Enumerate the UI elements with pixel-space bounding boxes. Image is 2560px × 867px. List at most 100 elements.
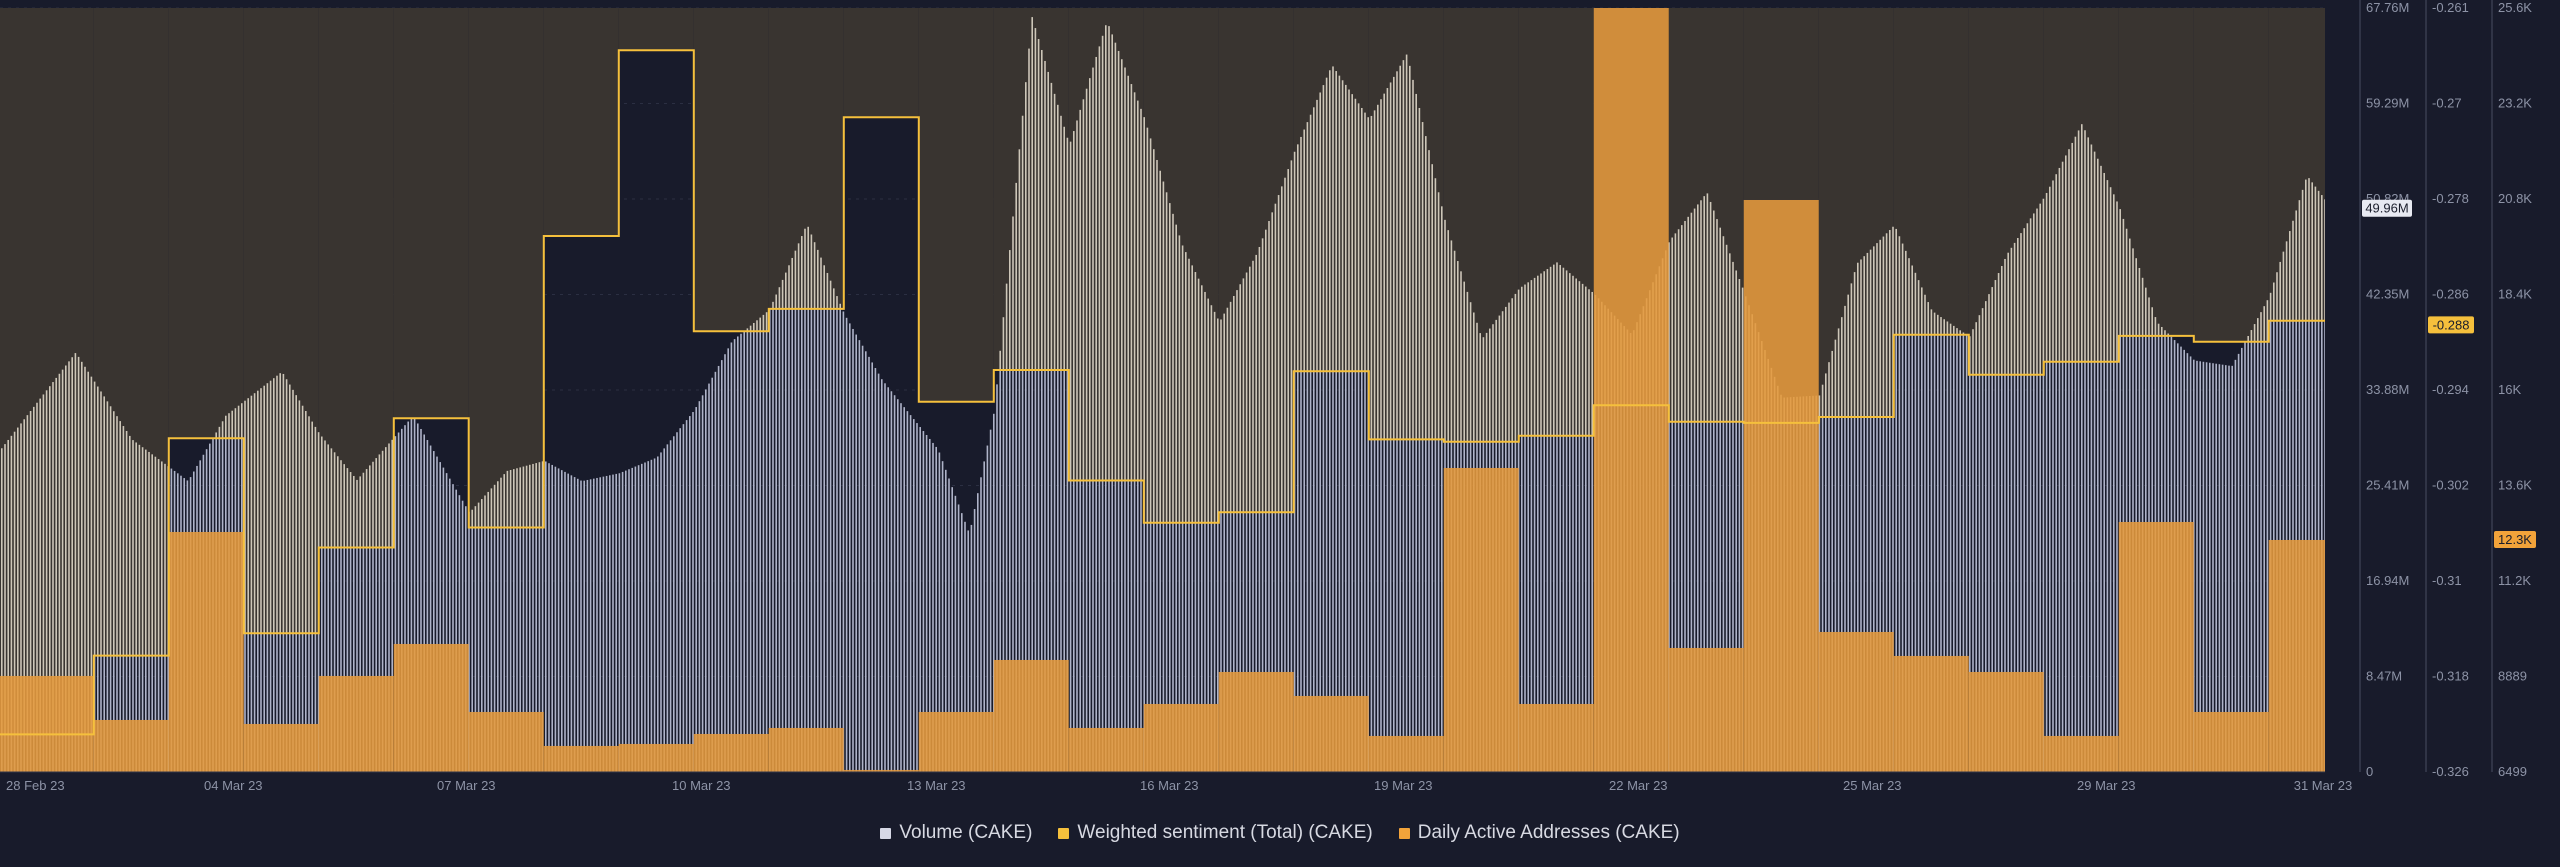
- volume-bar: [1082, 480, 1085, 772]
- volume-bar: [2010, 374, 2013, 772]
- volume-bar-upper: [1277, 195, 1280, 513]
- volume-bar-upper: [1537, 275, 1539, 436]
- volume-bar: [1389, 439, 1392, 772]
- volume-bar-upper: [1095, 56, 1097, 481]
- volume-bar: [1828, 417, 1830, 772]
- volume-bar: [2202, 361, 2205, 772]
- volume-bar-upper: [2289, 231, 2291, 321]
- volume-bar: [327, 547, 329, 772]
- x-tick-label: 25 Mar 23: [1843, 778, 1902, 793]
- volume-bar: [810, 308, 813, 772]
- volume-bar: [2081, 361, 2083, 772]
- volume-bar: [273, 633, 275, 772]
- volume-bar: [413, 418, 416, 772]
- volume-bar: [135, 655, 137, 772]
- volume-bar: [356, 547, 358, 772]
- volume-bar: [951, 487, 953, 772]
- volume-bar-upper: [369, 465, 371, 548]
- volume-bar-upper: [1949, 323, 1952, 335]
- volume-bar: [705, 389, 707, 772]
- volume-bar: [404, 425, 406, 772]
- volume-bar: [778, 308, 781, 772]
- volume-bar: [391, 547, 393, 772]
- volume-bar: [2231, 365, 2233, 772]
- volume-bar: [1111, 480, 1113, 772]
- volume-bar: [2247, 341, 2249, 772]
- volume-bar-upper: [1524, 284, 1526, 436]
- volume-bar: [2026, 374, 2029, 772]
- volume-bar: [2205, 362, 2208, 772]
- volume-bar: [1428, 439, 1430, 772]
- volume-bar-upper: [1197, 278, 1200, 523]
- volume-bar-upper: [1367, 117, 1369, 372]
- volume-bar: [1229, 512, 1232, 772]
- volume-bar: [1690, 421, 1693, 772]
- volume-bar: [871, 362, 873, 772]
- legend-item-volume[interactable]: Volume (CAKE): [880, 822, 1032, 844]
- volume-bar: [2052, 361, 2054, 772]
- volume-bar: [1380, 439, 1382, 772]
- volume-bar-upper: [2167, 333, 2169, 336]
- volume-bar-upper: [1245, 272, 1248, 513]
- volume-bar: [1735, 421, 1737, 772]
- volume-bar: [1882, 417, 1885, 772]
- volume-bar: [362, 547, 365, 772]
- volume-bar-upper: [1255, 254, 1257, 513]
- volume-bar-upper: [1741, 287, 1744, 422]
- volume-bar-upper: [1533, 277, 1536, 436]
- volume-bar: [593, 478, 595, 772]
- volume-bar-upper: [1233, 295, 1235, 513]
- volume-bar-upper: [1325, 77, 1328, 372]
- volume-bar: [641, 463, 643, 772]
- daa-bar: [2118, 521, 2194, 772]
- volume-bar: [935, 446, 937, 772]
- volume-bar-upper: [1005, 283, 1008, 371]
- legend-item-daa[interactable]: Daily Active Addresses (CAKE): [1398, 822, 1680, 844]
- daa-bar: [1743, 199, 1819, 772]
- volume-bar-upper: [1002, 317, 1005, 371]
- volume-bar-upper: [1425, 136, 1427, 440]
- volume-bar: [1354, 371, 1357, 772]
- volume-bar: [1905, 334, 1907, 772]
- sentiment-tick-label: -0.278: [2432, 191, 2469, 206]
- daa-tick-label: 20.8K: [2498, 191, 2532, 206]
- volume-bar-upper: [1181, 245, 1184, 523]
- volume-bar-upper: [324, 440, 326, 548]
- volume-bar-upper: [269, 380, 272, 634]
- volume-bar: [1402, 439, 1405, 772]
- volume-bar: [660, 452, 662, 772]
- daa-tick-label: 16K: [2498, 382, 2521, 397]
- volume-bar-upper: [1140, 108, 1142, 481]
- volume-bar-upper: [1345, 84, 1347, 372]
- volume-bar-upper: [1127, 75, 1129, 481]
- volume-bar: [1437, 439, 1440, 772]
- legend-item-sentiment[interactable]: Weighted sentiment (Total) (CAKE): [1058, 822, 1373, 844]
- volume-bar: [932, 442, 934, 772]
- daa-bar: [0, 675, 94, 772]
- x-tick-label: 16 Mar 23: [1140, 778, 1199, 793]
- volume-bar: [545, 461, 547, 772]
- volume-bar-upper: [1050, 82, 1053, 371]
- volume-bar: [2209, 362, 2211, 772]
- volume-bar: [1149, 522, 1152, 772]
- volume-bar: [103, 655, 105, 772]
- volume-bar: [557, 468, 560, 772]
- legend: Volume (CAKE) Weighted sentiment (Total)…: [0, 818, 2560, 848]
- volume-bar: [605, 475, 608, 772]
- volume-bar: [132, 655, 134, 772]
- daa-bar: [1293, 695, 1369, 772]
- volume-bar: [1197, 522, 1200, 772]
- volume-bar: [1901, 334, 1904, 772]
- volume-bar: [1572, 435, 1574, 772]
- volume-bar-upper: [1383, 93, 1385, 440]
- daa-tick-label: 23.2K: [2498, 96, 2532, 111]
- volume-bar: [1556, 435, 1558, 772]
- volume-bar-upper: [17, 427, 19, 735]
- volume-bar: [2113, 361, 2115, 772]
- volume-bar-upper: [1521, 286, 1523, 436]
- volume-bar-upper: [1453, 250, 1456, 442]
- volume-bar: [1031, 370, 1033, 772]
- volume-bar: [1044, 370, 1046, 772]
- volume-bar: [666, 444, 669, 772]
- volume-bar: [1917, 334, 1920, 772]
